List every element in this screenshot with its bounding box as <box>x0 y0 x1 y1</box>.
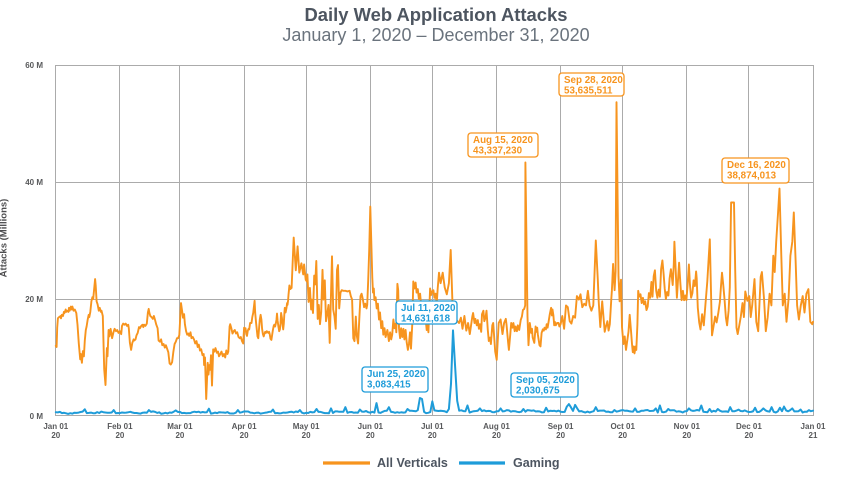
svg-text:Jul 01: Jul 01 <box>421 422 444 431</box>
svg-text:Dec 01: Dec 01 <box>736 422 762 431</box>
svg-text:20: 20 <box>682 431 691 440</box>
svg-text:20: 20 <box>618 431 627 440</box>
svg-text:20: 20 <box>302 431 311 440</box>
svg-text:20: 20 <box>556 431 565 440</box>
svg-text:Sep 05, 2020: Sep 05, 2020 <box>516 375 575 386</box>
svg-text:Jan 01: Jan 01 <box>43 422 68 431</box>
svg-text:Aug 01: Aug 01 <box>483 422 510 431</box>
svg-text:60 M: 60 M <box>25 61 43 70</box>
svg-text:53,635,511: 53,635,511 <box>564 86 613 97</box>
svg-text:38,874,013: 38,874,013 <box>727 171 777 182</box>
svg-text:Attacks (Millions): Attacks (Millions) <box>0 199 10 278</box>
svg-text:Sep 28, 2020: Sep 28, 2020 <box>564 75 623 86</box>
svg-text:43,337,230: 43,337,230 <box>473 146 523 157</box>
svg-text:20: 20 <box>366 431 375 440</box>
svg-text:Oct 01: Oct 01 <box>610 422 635 431</box>
svg-text:January 1, 2020 – December 31,: January 1, 2020 – December 31, 2020 <box>282 25 589 45</box>
svg-text:Nov 01: Nov 01 <box>674 422 701 431</box>
svg-text:Feb 01: Feb 01 <box>107 422 133 431</box>
svg-text:14,631,618: 14,631,618 <box>401 314 451 325</box>
svg-text:20: 20 <box>51 431 60 440</box>
svg-text:Jul 11, 2020: Jul 11, 2020 <box>401 303 456 314</box>
svg-text:21: 21 <box>809 431 818 440</box>
svg-text:Daily Web Application Attacks: Daily Web Application Attacks <box>305 4 568 25</box>
svg-text:20: 20 <box>115 431 124 440</box>
svg-text:Jun 25, 2020: Jun 25, 2020 <box>367 369 426 380</box>
svg-text:40 M: 40 M <box>25 178 43 187</box>
svg-text:Dec 16, 2020: Dec 16, 2020 <box>727 160 786 171</box>
svg-text:May 01: May 01 <box>293 422 320 431</box>
svg-text:Jan 01: Jan 01 <box>801 422 826 431</box>
svg-text:2,030,675: 2,030,675 <box>516 386 560 397</box>
svg-text:3,083,415: 3,083,415 <box>367 380 411 391</box>
svg-text:20: 20 <box>175 431 184 440</box>
svg-text:20: 20 <box>744 431 753 440</box>
svg-text:Jun 01: Jun 01 <box>358 422 384 431</box>
svg-text:Mar 01: Mar 01 <box>167 422 193 431</box>
svg-text:All Verticals: All Verticals <box>377 456 448 470</box>
svg-text:0 M: 0 M <box>30 412 44 421</box>
svg-text:Aug 15, 2020: Aug 15, 2020 <box>473 135 533 146</box>
svg-text:20: 20 <box>492 431 501 440</box>
svg-text:Apr 01: Apr 01 <box>232 422 257 431</box>
svg-text:Sep 01: Sep 01 <box>548 422 574 431</box>
svg-text:Gaming: Gaming <box>513 456 560 470</box>
svg-text:20: 20 <box>428 431 437 440</box>
svg-text:20 M: 20 M <box>25 295 43 304</box>
svg-text:20: 20 <box>240 431 249 440</box>
